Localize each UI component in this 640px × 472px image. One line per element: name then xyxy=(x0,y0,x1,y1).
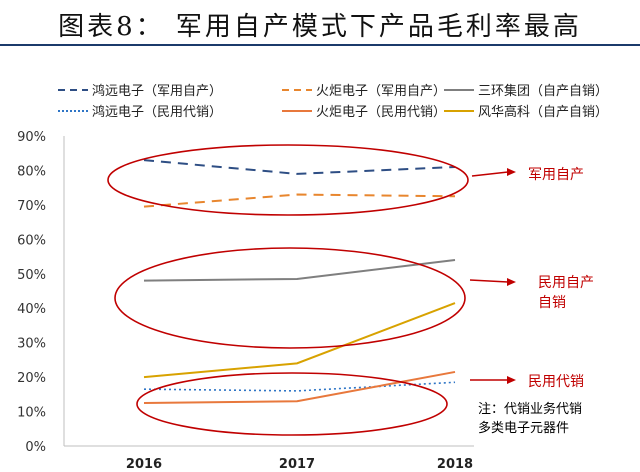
y-tick-label: 40% xyxy=(17,302,46,317)
x-tick-label: 2016 xyxy=(126,457,162,472)
label-civil-agency: 民用代销 xyxy=(528,374,584,390)
series-line xyxy=(143,302,456,379)
x-tick-label: 2018 xyxy=(437,457,473,472)
arrow-civil-self-head xyxy=(507,278,516,286)
y-tick-label: 50% xyxy=(17,268,46,283)
arrow-civil-self-shaft xyxy=(469,279,509,283)
arrow-civil-agency-head xyxy=(507,376,516,384)
arrow-military-head xyxy=(507,168,516,176)
y-tick-label: 60% xyxy=(17,233,46,248)
legend-label: 三环集团（自产自销） xyxy=(478,83,608,99)
y-tick-label: 0% xyxy=(25,440,46,455)
y-tick-label: 90% xyxy=(17,130,46,145)
label-civil-self-sale-line: 民用自产 xyxy=(538,275,594,291)
civil-agency-group-ellipse xyxy=(136,372,448,436)
chart-title: 图表8： 军用自产模式下产品毛利率最高 xyxy=(58,12,582,42)
note-line: 注：代销业务代销 xyxy=(478,401,582,417)
series-line xyxy=(143,259,456,282)
civil-self-group-ellipse xyxy=(114,247,466,349)
x-tick-label: 2017 xyxy=(279,457,315,472)
series-line xyxy=(143,193,456,208)
y-tick-label: 10% xyxy=(17,406,46,421)
military-group-ellipse xyxy=(107,144,469,216)
y-tick-label: 20% xyxy=(17,371,46,386)
y-tick-label: 30% xyxy=(17,337,46,352)
label-military-self: 军用自产 xyxy=(528,167,584,183)
y-tick-label: 80% xyxy=(17,164,46,179)
legend-label: 风华高科（自产自销） xyxy=(478,104,608,120)
series-line xyxy=(143,370,456,404)
series-line xyxy=(143,381,456,392)
legend-label: 火炬电子（军用自产） xyxy=(316,84,446,99)
title-rule xyxy=(0,44,640,46)
legend-label: 火炬电子（民用代销） xyxy=(316,105,446,120)
y-tick-label: 70% xyxy=(17,199,46,214)
arrow-military-shaft xyxy=(471,171,509,177)
legend-label: 鸿远电子（民用代销） xyxy=(92,104,222,120)
note-line: 多类电子元器件 xyxy=(478,420,569,436)
series-line xyxy=(143,159,456,175)
label-civil-self-sale-line: 自销 xyxy=(538,295,566,311)
legend-label: 鸿远电子（军用自产） xyxy=(92,83,222,99)
